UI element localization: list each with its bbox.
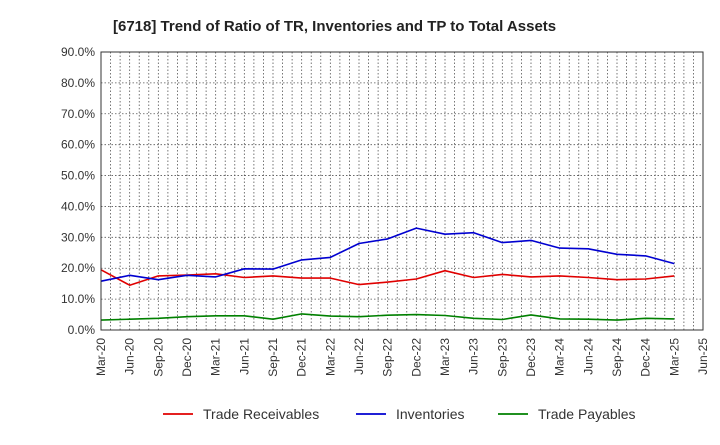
series-line bbox=[100, 313, 675, 321]
x-tick-label: Jun-23 bbox=[467, 338, 481, 375]
y-tick-label: 90.0% bbox=[61, 45, 95, 59]
x-tick-label: Dec-21 bbox=[295, 338, 309, 377]
x-tick-label: Jun-22 bbox=[352, 338, 366, 375]
x-tick-label: Mar-22 bbox=[323, 338, 337, 376]
x-tick-label: Sep-24 bbox=[610, 338, 624, 377]
y-tick-label: 80.0% bbox=[61, 76, 95, 90]
y-tick-label: 40.0% bbox=[61, 199, 95, 213]
x-tick-label: Jun-21 bbox=[237, 338, 251, 375]
y-tick-label: 30.0% bbox=[61, 230, 95, 244]
x-tick-label: Mar-24 bbox=[553, 338, 567, 376]
chart-title: [6718] Trend of Ratio of TR, Inventories… bbox=[113, 18, 556, 35]
series-line bbox=[100, 269, 675, 287]
x-tick-label: Mar-21 bbox=[209, 338, 223, 376]
y-tick-label: 60.0% bbox=[61, 138, 95, 152]
series-line bbox=[100, 227, 675, 282]
legend-label: Inventories bbox=[396, 406, 464, 422]
x-tick-label: Dec-22 bbox=[409, 338, 423, 377]
x-tick-label: Sep-23 bbox=[495, 338, 509, 377]
y-tick-label: 70.0% bbox=[61, 107, 95, 121]
x-tick-label: Mar-25 bbox=[667, 338, 681, 376]
legend: Trade Receivables Inventories Trade Payabl… bbox=[163, 406, 636, 422]
x-tick-label: Jun-25 bbox=[696, 338, 710, 375]
x-tick-label: Dec-20 bbox=[180, 338, 194, 377]
x-tick-label: Sep-21 bbox=[266, 338, 280, 377]
x-tick-label: Dec-23 bbox=[524, 338, 538, 377]
x-tick-label: Sep-22 bbox=[381, 338, 395, 377]
x-tick-label: Dec-24 bbox=[639, 338, 653, 377]
grid bbox=[100, 51, 704, 331]
x-tick-label: Sep-20 bbox=[151, 338, 165, 377]
legend-label: Trade Receivables bbox=[203, 406, 319, 422]
y-tick-label: 10.0% bbox=[61, 292, 95, 306]
series-lines bbox=[100, 227, 675, 321]
x-tick-label: Jun-20 bbox=[123, 338, 137, 375]
x-tick-label: Mar-23 bbox=[438, 338, 452, 376]
y-tick-label: 0.0% bbox=[68, 323, 96, 337]
plot-frame bbox=[100, 51, 704, 331]
x-tick-label: Jun-24 bbox=[581, 338, 595, 375]
y-tick-label: 20.0% bbox=[61, 261, 95, 275]
y-tick-label: 50.0% bbox=[61, 169, 95, 183]
y-axis: 0.0% 10.0% 20.0% 30.0% 40.0% 50.0% 60.0% 70.0% 8… bbox=[61, 45, 95, 337]
x-tick-label: Mar-20 bbox=[94, 338, 108, 376]
x-axis: Mar-20 Jun-20 Sep-20 Dec-20 Mar-21 Jun-21 Sep-… bbox=[94, 338, 710, 377]
legend-label: Trade Payables bbox=[538, 406, 636, 422]
